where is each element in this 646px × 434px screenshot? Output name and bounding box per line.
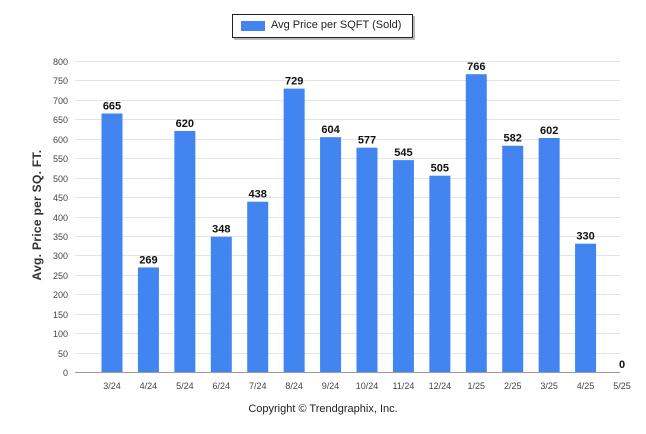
x-tick-label: 4/24 xyxy=(140,381,158,391)
legend: Avg Price per SQFT (Sold) xyxy=(232,14,413,38)
y-tick-label: 150 xyxy=(53,310,68,320)
data-label: 582 xyxy=(504,133,522,145)
x-tick-labels: 3/24 4/24 5/24 6/24 7/24 8/24 9/24 10/24 11/24 12… xyxy=(103,381,631,391)
bar xyxy=(247,201,269,372)
y-tick-label: 250 xyxy=(53,271,68,281)
data-label: 348 xyxy=(212,224,230,236)
y-tick-label: 300 xyxy=(53,251,68,261)
data-label: 438 xyxy=(249,189,267,201)
data-label: 545 xyxy=(394,147,412,159)
x-tick-label: 11/24 xyxy=(392,381,414,391)
legend-swatch xyxy=(241,21,265,31)
bar xyxy=(502,145,524,372)
y-tick-label: 450 xyxy=(53,193,68,203)
data-label: 620 xyxy=(176,118,194,130)
y-tick-label: 750 xyxy=(53,76,68,86)
y-axis-label: Avg. Price per SQ. FT. xyxy=(30,149,44,281)
y-tick-labels: 0 50 100 150 200 250 300 350 400 450 500 550 600 650 7… xyxy=(53,57,68,378)
data-label: 330 xyxy=(576,231,594,243)
x-tick-label: 1/25 xyxy=(468,381,486,391)
data-label: 269 xyxy=(139,254,157,266)
y-tick-label: 600 xyxy=(53,135,68,145)
bar xyxy=(575,243,597,372)
data-label: 665 xyxy=(103,100,121,112)
y-tick-label: 100 xyxy=(53,329,68,339)
bar xyxy=(429,175,451,372)
y-tick-label: 0 xyxy=(63,368,68,378)
bar xyxy=(320,137,342,372)
y-tick-label: 350 xyxy=(53,232,68,242)
data-label: 766 xyxy=(467,61,485,73)
bar xyxy=(392,160,414,372)
x-tick-label: 8/24 xyxy=(285,381,303,391)
y-tick-label: 650 xyxy=(53,115,68,125)
x-tick-label: 10/24 xyxy=(356,381,379,391)
data-label: 0 xyxy=(619,359,625,371)
bars xyxy=(101,74,597,372)
bar xyxy=(356,147,378,372)
y-tick-label: 400 xyxy=(53,213,68,223)
x-tick-label: 7/24 xyxy=(249,381,267,391)
grid-lines xyxy=(75,61,620,354)
data-label: 729 xyxy=(285,76,303,88)
bar xyxy=(210,236,232,372)
data-labels: 665 269 620 348 438 729 604 577 545 505 766 582 602 3… xyxy=(103,61,625,371)
legend-label: Avg Price per SQFT (Sold) xyxy=(271,19,402,31)
data-label: 602 xyxy=(540,125,558,137)
y-tick-label: 500 xyxy=(53,174,68,184)
x-tick-label: 4/25 xyxy=(577,381,595,391)
bar xyxy=(174,130,196,372)
x-tick-label: 9/24 xyxy=(322,381,340,391)
x-tick-label: 3/25 xyxy=(540,381,558,391)
data-label: 505 xyxy=(431,163,449,175)
y-tick-label: 550 xyxy=(53,154,68,164)
y-tick-label: 800 xyxy=(53,57,68,67)
bar xyxy=(538,137,560,372)
bar xyxy=(465,74,487,372)
y-tick-label: 200 xyxy=(53,290,68,300)
x-tick-label: 6/24 xyxy=(213,381,231,391)
data-label: 604 xyxy=(321,124,340,136)
x-tick-label: 5/25 xyxy=(613,381,631,391)
data-label: 577 xyxy=(358,135,376,147)
y-tick-label: 50 xyxy=(58,349,68,359)
bar xyxy=(137,267,159,372)
bar xyxy=(101,113,123,372)
copyright-text: Copyright © Trendgraphix, Inc. xyxy=(248,403,398,415)
x-tick-label: 2/25 xyxy=(504,381,522,391)
x-tick-label: 12/24 xyxy=(429,381,452,391)
x-tick-label: 3/24 xyxy=(103,381,121,391)
y-tick-label: 700 xyxy=(53,96,68,106)
bar xyxy=(283,88,305,372)
x-tick-label: 5/24 xyxy=(176,381,194,391)
